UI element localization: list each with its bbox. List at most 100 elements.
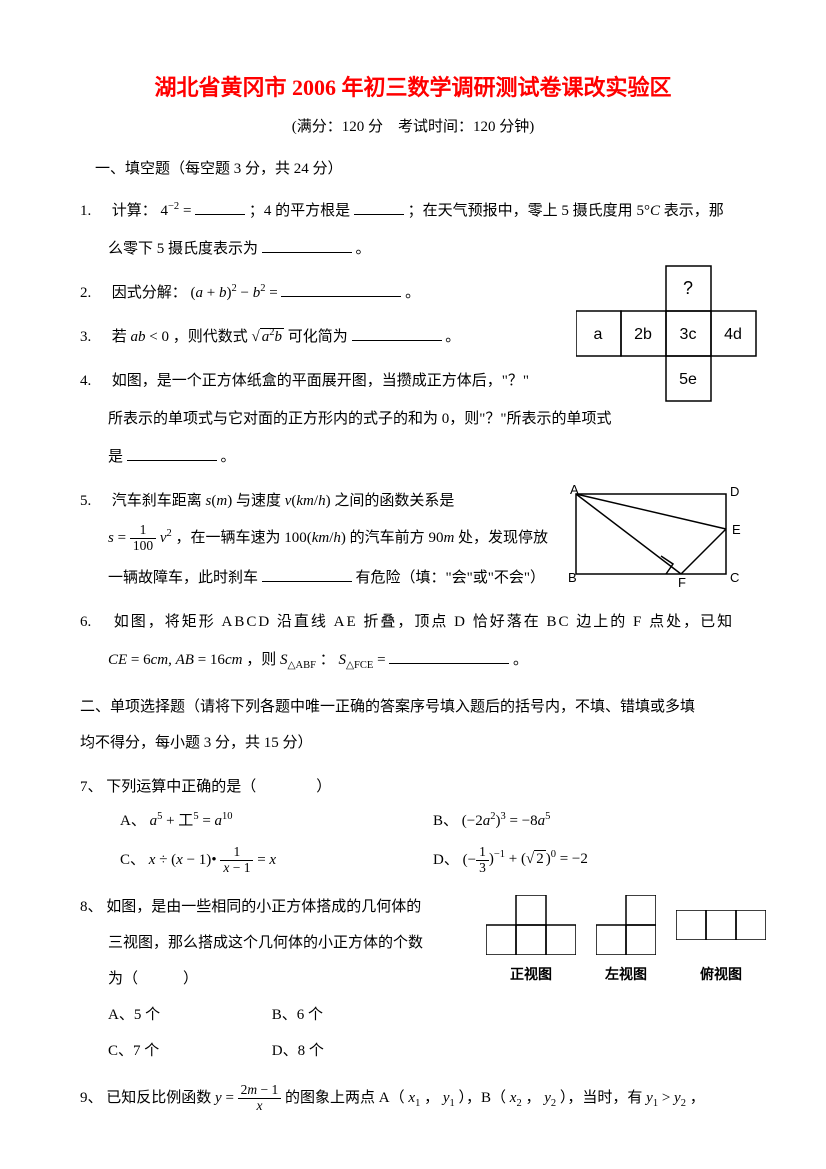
q4-text: 是 bbox=[108, 449, 123, 465]
q1-expr1: 4−2 = bbox=[161, 203, 192, 219]
q9-text: 的图象上两点 A（ bbox=[285, 1090, 405, 1106]
y2: y bbox=[544, 1090, 551, 1106]
view-label: 正视图 bbox=[486, 965, 576, 987]
section-2-header: 二、单项选择题（请将下列各题中唯一正确的答案序号填入题后的括号内，不填、错填或多… bbox=[80, 695, 746, 755]
option-a: A、5 个 bbox=[108, 1003, 268, 1027]
blank bbox=[127, 446, 217, 461]
q-num: 1. bbox=[80, 199, 108, 223]
q3-text: 。 bbox=[445, 329, 460, 345]
question-9: 9、 已知反比例函数 y = 2m − 1x 的图象上两点 A（ x1 ， y1… bbox=[80, 1083, 746, 1114]
svg-text:C: C bbox=[730, 570, 739, 585]
sqrt-expr: a2b bbox=[252, 325, 284, 349]
q3-text: 可化简为 bbox=[288, 329, 348, 345]
q-num: 4. bbox=[80, 369, 108, 393]
s2sub: △FCE bbox=[346, 660, 373, 671]
q9-text: ， bbox=[690, 1090, 705, 1106]
page-title: 湖北省黄冈市 2006 年初三数学调研测试卷课改实验区 bbox=[80, 70, 746, 105]
option-c: C、 x ÷ (x − 1)• 1x − 1 = x bbox=[120, 845, 433, 876]
three-views-figure: 正视图 左视图 俯视图 bbox=[486, 895, 766, 987]
blank bbox=[281, 282, 401, 297]
q8-text: 如图，是由一些相同的小正方体搭成的几何体的 bbox=[106, 899, 421, 915]
q3-cond: ab bbox=[131, 329, 146, 345]
q-num: 9、 bbox=[80, 1090, 103, 1106]
question-3: 3. 若 ab < 0 ，则代数式 a2b 可化简为 。 bbox=[80, 325, 746, 349]
q-num: 5. bbox=[80, 489, 108, 513]
blank bbox=[262, 238, 352, 253]
section-1-header: 一、填空题（每空题 3 分，共 24 分） bbox=[80, 157, 746, 181]
question-5: A D E C F B 5. 汽车刹车距离 s(m) 与速度 v(km/h) 之… bbox=[80, 489, 746, 590]
q1-text: 计算： bbox=[112, 203, 157, 219]
s2: S bbox=[338, 652, 346, 668]
q5-text: 有危险（填："会"或"不会"） bbox=[356, 570, 546, 586]
subtitle: (满分：120 分 考试时间：120 分钟) bbox=[80, 115, 746, 139]
q6-text: = bbox=[377, 652, 385, 668]
q8-text: 为（ ） bbox=[108, 971, 198, 987]
q5-text: 汽车刹车距离 bbox=[112, 493, 202, 509]
q9-text: 已知反比例函数 bbox=[106, 1090, 211, 1106]
top-view bbox=[676, 910, 766, 940]
blank bbox=[352, 326, 442, 341]
svg-text:?: ? bbox=[683, 278, 693, 298]
q5-text: 一辆故障车，此时刹车 bbox=[108, 570, 258, 586]
blank bbox=[354, 200, 404, 215]
q1-expr2: 5°C bbox=[636, 203, 660, 219]
q-num: 3. bbox=[80, 325, 108, 349]
q5-text: 之间的函数关系是 bbox=[334, 493, 454, 509]
q9-text: ， bbox=[424, 1090, 439, 1106]
q7-text: 下列运算中正确的是（ ） bbox=[106, 779, 331, 795]
option-d: D、8 个 bbox=[272, 1043, 324, 1059]
blank bbox=[389, 649, 509, 664]
question-8: 正视图 左视图 俯视图 8、 如图，是 bbox=[80, 895, 746, 1063]
q5-text: ，在一辆车速为 bbox=[175, 530, 280, 546]
q5-text: 与速度 bbox=[236, 493, 281, 509]
front-view bbox=[486, 895, 576, 955]
option-d: D、 (−13)−1 + (2)0 = −2 bbox=[433, 845, 746, 876]
option-b: B、6 个 bbox=[272, 1007, 323, 1023]
y1: y bbox=[443, 1090, 450, 1106]
q1-text: ；在天气预报中，零上 5 摄氏度用 bbox=[408, 203, 633, 219]
question-1: 1. 计算： 4−2 = ；4 的平方根是 ；在天气预报中，零上 5 摄氏度用 … bbox=[80, 199, 746, 261]
q4-text: 。 bbox=[221, 449, 236, 465]
sec2-l1: 二、单项选择题（请将下列各题中唯一正确的答案序号填入题后的括号内，不填、错填或多… bbox=[80, 695, 746, 719]
view-label: 左视图 bbox=[596, 965, 656, 987]
q-num: 6. bbox=[80, 610, 108, 634]
question-7: 7、 下列运算中正确的是（ ） A、 a5 + 工5 = a10 B、 (−2a… bbox=[80, 775, 746, 876]
q3-text: ，则代数式 bbox=[173, 329, 248, 345]
q4-text: 所表示的单项式与它对面的正方形内的式子的和为 0，则"？"所表示的单项式 bbox=[108, 411, 612, 427]
svg-text:B: B bbox=[568, 570, 577, 585]
q-num: 8、 bbox=[80, 899, 103, 915]
question-4: 4. 如图，是一个正方体纸盒的平面展开图，当攒成正方体后，"？" 所表示的单项式… bbox=[80, 369, 746, 469]
svg-text:F: F bbox=[678, 575, 686, 590]
q-num: 7、 bbox=[80, 779, 103, 795]
rectangle-fold-figure: A D E C F B bbox=[566, 484, 746, 602]
q4-text: 如图，是一个正方体纸盒的平面展开图，当攒成正方体后，"？" bbox=[112, 373, 529, 389]
q6-given: CE bbox=[108, 652, 127, 668]
blank bbox=[262, 567, 352, 582]
q1-text: 么零下 5 摄氏度表示为 bbox=[108, 241, 258, 257]
option-a: A、 a5 + 工5 = a10 bbox=[120, 809, 433, 833]
q1-text: ；4 的平方根是 bbox=[249, 203, 350, 219]
q-num: 2. bbox=[80, 281, 108, 305]
q9-text: ），B（ bbox=[459, 1090, 507, 1106]
q5-text: 的汽车前方 bbox=[350, 530, 425, 546]
q6-text: 。 bbox=[513, 652, 528, 668]
q1-text: 。 bbox=[356, 241, 371, 257]
q9-text: ），当时，有 bbox=[560, 1090, 643, 1106]
q2-text: 。 bbox=[405, 285, 420, 301]
q6-text: 如图，将矩形 ABCD 沿直线 AE 折叠，顶点 D 恰好落在 BC 边上的 F… bbox=[114, 614, 734, 630]
q3-text: 若 bbox=[112, 329, 127, 345]
q6-text: ，则 bbox=[246, 652, 276, 668]
dist: 90m bbox=[428, 530, 454, 546]
q1-text: 表示，那 bbox=[664, 203, 724, 219]
view-label: 俯视图 bbox=[676, 965, 766, 987]
option-c: C、7 个 bbox=[108, 1039, 268, 1063]
svg-text:A: A bbox=[570, 484, 579, 497]
q8-text: 三视图，那么搭成这个几何体的小正方体的个数 bbox=[108, 935, 423, 951]
q2-text: 因式分解： bbox=[112, 285, 187, 301]
speed: 100(km/h) bbox=[284, 530, 346, 546]
blank bbox=[195, 200, 245, 215]
q2-expr: (a + b)2 − b2 = bbox=[191, 285, 278, 301]
q9-text: ， bbox=[525, 1090, 540, 1106]
side-view bbox=[596, 895, 656, 955]
frac: 1100 bbox=[130, 523, 156, 554]
